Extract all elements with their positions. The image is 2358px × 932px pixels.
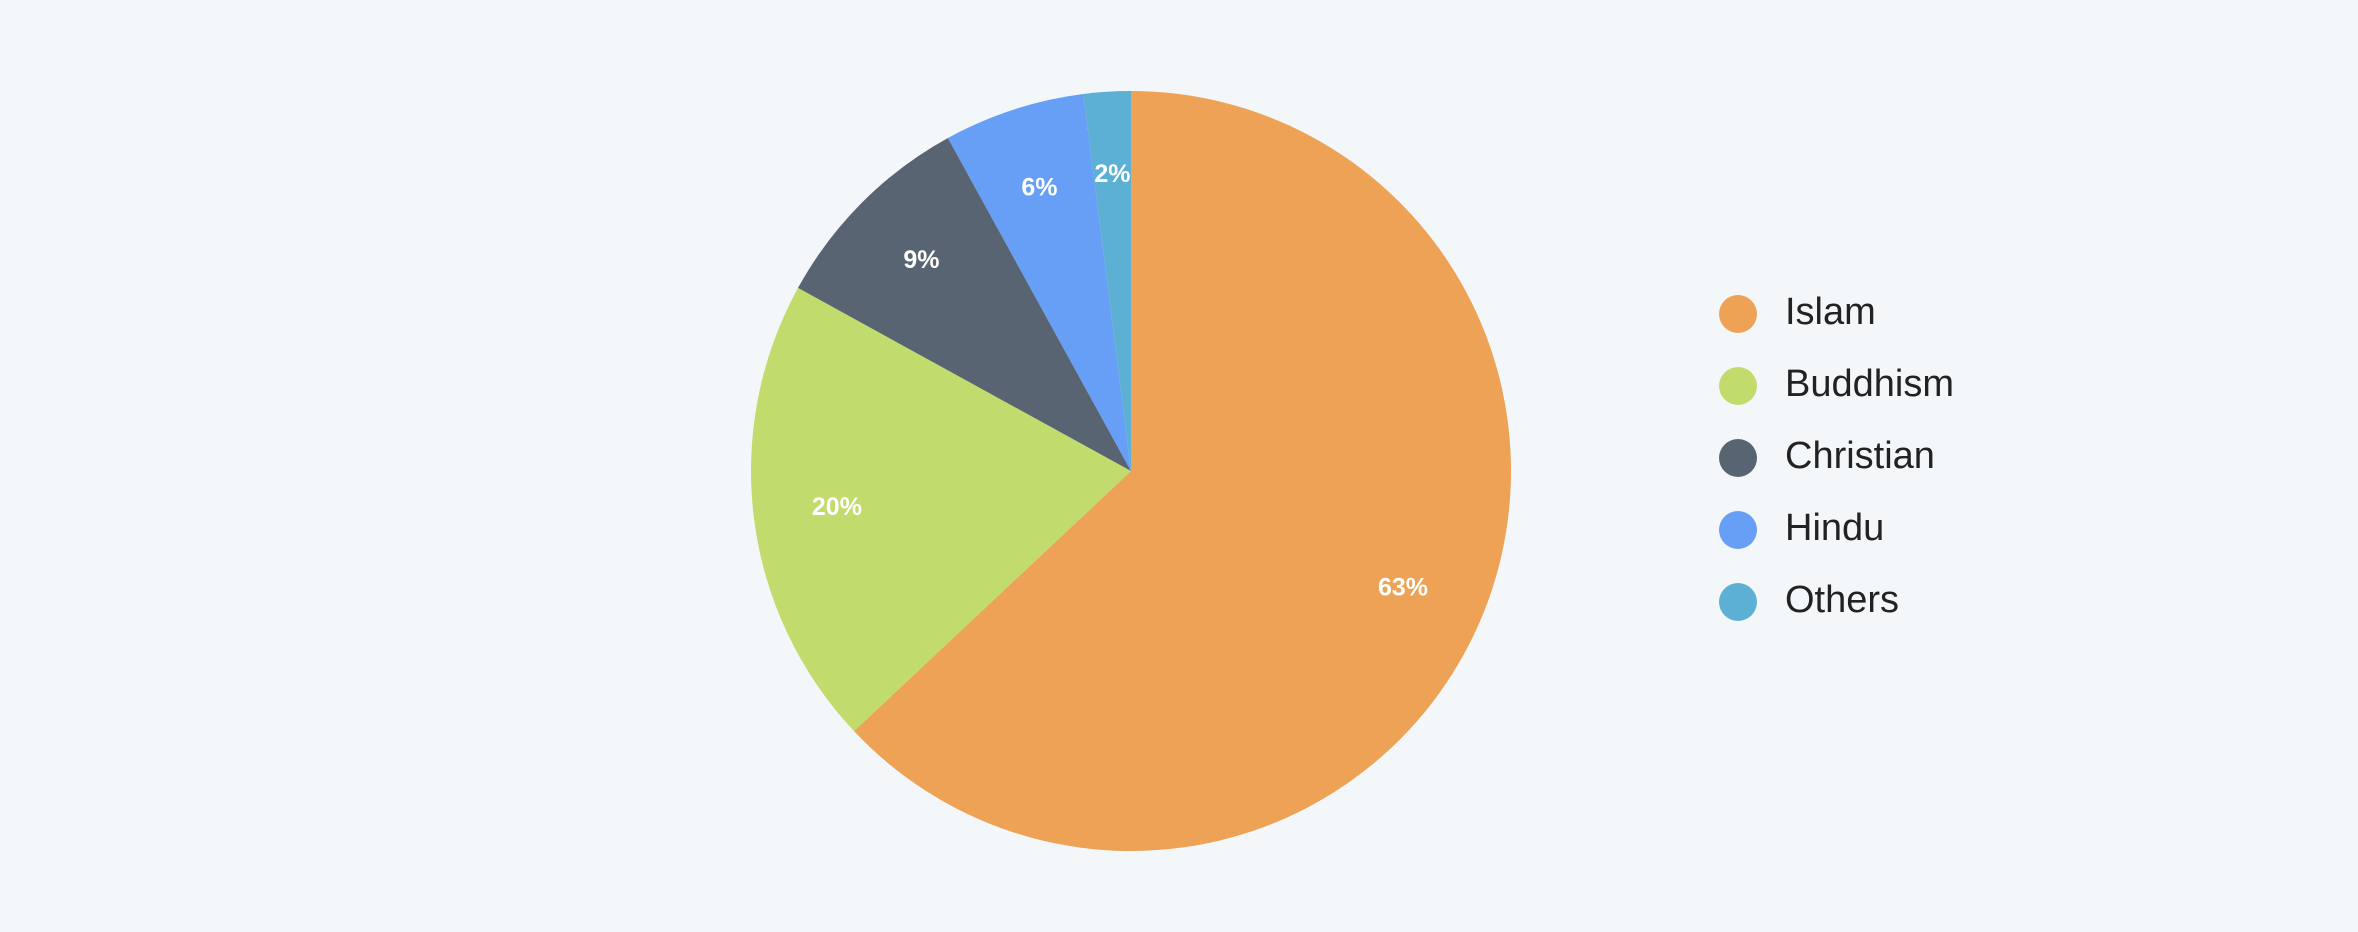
data-label: 9%	[903, 246, 939, 274]
pie-slice	[798, 138, 1131, 471]
legend-label: Hindu	[1785, 507, 1884, 549]
pie-slice	[751, 287, 1131, 732]
legend-marker	[1719, 367, 1757, 405]
legend-marker	[1719, 511, 1757, 549]
legend-label: Buddhism	[1785, 363, 1954, 405]
legend-label: Islam	[1785, 291, 1876, 333]
data-label: 63%	[1378, 573, 1428, 601]
legend-marker	[1719, 583, 1757, 621]
pie-slice	[1083, 91, 1131, 471]
data-label: 2%	[1094, 160, 1130, 188]
legend-label: Others	[1785, 579, 1899, 621]
pie-slice	[947, 93, 1131, 472]
pie-slice	[853, 91, 1511, 851]
data-label: 6%	[1021, 174, 1057, 202]
legend-marker	[1719, 295, 1757, 333]
legend-label: Christian	[1785, 435, 1935, 477]
legend-marker	[1719, 439, 1757, 477]
data-label: 20%	[812, 493, 862, 521]
